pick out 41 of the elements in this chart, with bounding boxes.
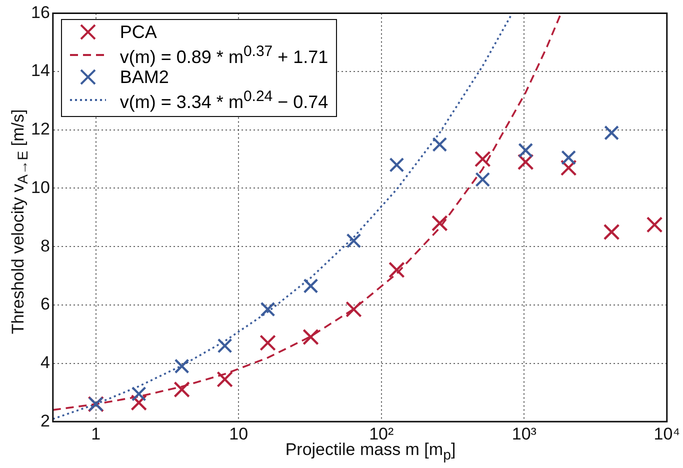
x-tick-label: 1 [91, 424, 101, 444]
point [216, 371, 233, 388]
y-tick-label: 16 [30, 2, 50, 22]
point [431, 215, 448, 232]
y-tick-label: 6 [40, 294, 50, 314]
point [389, 157, 404, 172]
point [432, 137, 448, 152]
point [560, 160, 577, 176]
legend-label: v(m) = 0.89 * m$^{0.37}$ + 1.71 [120, 42, 328, 68]
y-tick-label: 4 [40, 352, 50, 372]
y-tick-label: 10 [30, 178, 50, 197]
point [474, 150, 491, 168]
legend-label: v(m) = 3.34 * m$^{0.24}$ − 0.74 [120, 87, 328, 112]
x-tick-label: 10³ [512, 424, 537, 444]
y-tick-label: 2 [40, 411, 50, 430]
legend-label: PCA [120, 22, 157, 42]
point [130, 394, 148, 411]
point [518, 142, 534, 158]
point [604, 125, 620, 140]
point [561, 150, 576, 166]
legend-label: BAM2 [120, 67, 169, 88]
point [302, 328, 319, 346]
point [303, 278, 318, 294]
point [603, 224, 620, 240]
y-tick-label: 12 [30, 120, 50, 139]
y-tick-label: 14 [30, 61, 50, 80]
point [517, 154, 534, 170]
point [174, 358, 190, 374]
x-tick-label: 10 [229, 424, 248, 444]
y-tick-label: 8 [40, 236, 50, 256]
point [131, 386, 146, 402]
point [475, 172, 490, 187]
point [260, 334, 276, 352]
point [346, 233, 362, 248]
point [260, 302, 276, 317]
point [646, 216, 663, 233]
point [217, 338, 232, 354]
point [388, 262, 405, 278]
x-tick-label: 10⁴ [654, 424, 680, 444]
point [174, 381, 190, 398]
point [346, 301, 362, 318]
